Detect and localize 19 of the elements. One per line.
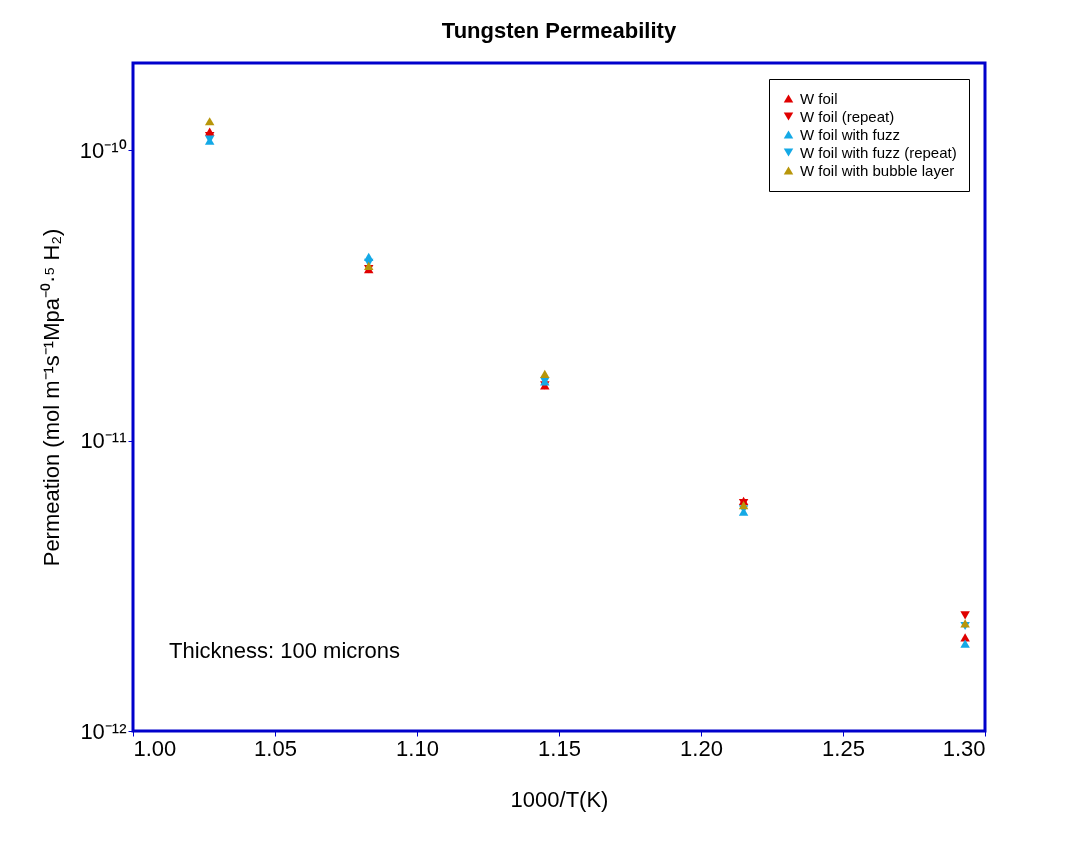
y-tick-label: 10⁻¹² bbox=[80, 718, 127, 744]
legend-label: W foil (repeat) bbox=[800, 107, 895, 125]
legend-label: W foil with fuzz bbox=[800, 125, 901, 143]
x-tick-label: 1.20 bbox=[680, 735, 723, 761]
legend-label: W foil bbox=[800, 89, 838, 107]
y-tick-label: 10⁻¹⁰ bbox=[79, 137, 127, 163]
y-axis-title: Permeation (mol m⁻¹s⁻¹Mpa⁻⁰·⁵ H₂) bbox=[38, 228, 64, 567]
annotation: Thickness: 100 microns bbox=[169, 638, 401, 663]
y-tick-label: 10⁻¹¹ bbox=[80, 428, 127, 454]
x-tick-label: 1.10 bbox=[396, 735, 439, 761]
x-tick-label: 1.05 bbox=[254, 735, 297, 761]
chart-title: Tungsten Permeability bbox=[441, 18, 677, 43]
x-axis-title: 1000/T(K) bbox=[510, 786, 609, 812]
x-tick-label: 1.00 bbox=[133, 735, 177, 761]
x-tick-label: 1.15 bbox=[538, 735, 581, 761]
legend-label: W foil with bubble layer bbox=[800, 161, 955, 179]
legend-label: W foil with fuzz (repeat) bbox=[800, 143, 957, 161]
x-tick-label: 1.25 bbox=[822, 735, 865, 761]
x-tick-label: 1.30 bbox=[942, 735, 986, 761]
